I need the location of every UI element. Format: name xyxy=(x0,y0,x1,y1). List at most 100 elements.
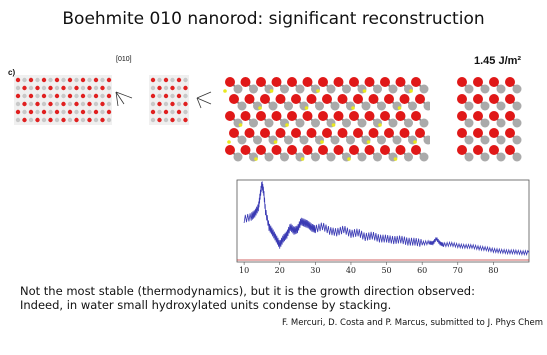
atom xyxy=(41,77,47,83)
atom xyxy=(183,101,188,107)
caption-line-1: Not the most stable (thermodynamics), bu… xyxy=(20,284,475,298)
oxygen-atom xyxy=(287,145,297,155)
aluminium-atom xyxy=(237,101,247,111)
aluminium-atom xyxy=(512,135,522,145)
oxygen-atom xyxy=(411,145,421,155)
atom xyxy=(67,109,73,115)
atom xyxy=(80,109,86,115)
atom xyxy=(67,93,73,99)
atom xyxy=(87,85,92,91)
atom xyxy=(157,109,162,115)
x-tick-label: 60 xyxy=(417,266,427,275)
nanorod-structure-end xyxy=(457,77,522,162)
aluminium-atom xyxy=(496,152,506,162)
atom xyxy=(93,93,99,99)
hydrogen-atom xyxy=(223,89,227,93)
oxygen-atom xyxy=(349,145,359,155)
atom xyxy=(74,109,79,115)
aluminium-atom xyxy=(512,152,522,162)
oxygen-atom xyxy=(399,128,410,138)
atom xyxy=(35,85,40,91)
oxygen-atom xyxy=(318,145,328,155)
caption-line-2: Indeed, in water small hydroxylated unit… xyxy=(20,298,392,312)
atom xyxy=(74,93,79,99)
aluminium-atom xyxy=(299,135,309,145)
hydrogen-atom xyxy=(285,123,289,127)
atom xyxy=(150,117,156,123)
oxygen-atom xyxy=(384,94,394,104)
plot-frame xyxy=(236,179,530,263)
aluminium-atom xyxy=(388,84,398,94)
oxygen-atom xyxy=(260,94,270,104)
hydrogen-atom xyxy=(397,106,402,110)
oxygen-atom xyxy=(260,128,270,138)
oxygen-atom xyxy=(380,111,390,121)
atom xyxy=(54,101,60,107)
atom xyxy=(87,109,92,115)
atom xyxy=(28,109,34,115)
aluminium-atom xyxy=(233,84,243,94)
atom xyxy=(35,93,40,99)
aluminium-atom xyxy=(233,152,243,162)
aluminium-atom xyxy=(330,135,340,145)
aluminium-atom xyxy=(249,84,258,94)
aluminium-atom xyxy=(392,135,402,145)
aluminium-atom xyxy=(419,152,429,162)
atom xyxy=(93,117,99,123)
aluminium-atom xyxy=(373,84,382,94)
axes-triad-icon xyxy=(115,91,133,107)
oxygen-atom xyxy=(353,128,363,138)
aluminium-atom xyxy=(342,84,351,94)
oxygen-atom xyxy=(505,111,515,121)
oxygen-atom xyxy=(275,94,286,104)
hydrogen-atom xyxy=(258,106,262,110)
atom xyxy=(157,77,162,83)
atom xyxy=(15,117,21,123)
oxygen-atom xyxy=(399,94,410,104)
atom xyxy=(54,85,60,91)
oxygen-atom xyxy=(333,145,344,155)
aluminium-atom xyxy=(268,101,278,111)
atom xyxy=(61,101,66,107)
atom xyxy=(28,101,34,107)
aluminium-atom xyxy=(388,118,398,128)
atom xyxy=(80,117,86,123)
atom xyxy=(93,109,99,115)
atom xyxy=(106,117,112,123)
aluminium-atom xyxy=(423,135,430,145)
atom xyxy=(61,85,66,91)
atom xyxy=(80,93,86,99)
atom xyxy=(22,101,27,107)
atom xyxy=(163,109,169,115)
atom xyxy=(157,117,162,123)
atom xyxy=(183,85,188,91)
aluminium-atom xyxy=(377,135,386,145)
atom xyxy=(67,117,73,123)
hydrogen-atom xyxy=(366,140,371,144)
aluminium-atom xyxy=(311,152,320,162)
aluminium-atom xyxy=(284,135,293,145)
oxygen-atom xyxy=(489,77,499,87)
aluminium-atom xyxy=(423,101,430,111)
atom xyxy=(74,85,79,91)
atom xyxy=(22,117,27,123)
atom xyxy=(15,109,21,115)
oxygen-atom xyxy=(489,94,499,104)
hydrogen-atom xyxy=(347,157,351,161)
atom xyxy=(170,117,175,123)
panel-label: c) xyxy=(8,68,16,77)
aluminium-atom xyxy=(480,84,490,94)
atom xyxy=(22,77,27,83)
aluminium-atom xyxy=(280,152,289,162)
aluminium-atom xyxy=(408,101,417,111)
atom xyxy=(157,101,162,107)
x-tick-label: 10 xyxy=(239,266,249,275)
atom xyxy=(176,93,182,99)
aluminium-atom xyxy=(512,118,522,128)
atom xyxy=(54,117,60,123)
atom xyxy=(106,77,112,83)
direction-label: [010] xyxy=(116,56,132,63)
oxygen-atom xyxy=(364,145,375,155)
aluminium-atom xyxy=(311,118,320,128)
x-tick-label: 70 xyxy=(453,266,463,275)
